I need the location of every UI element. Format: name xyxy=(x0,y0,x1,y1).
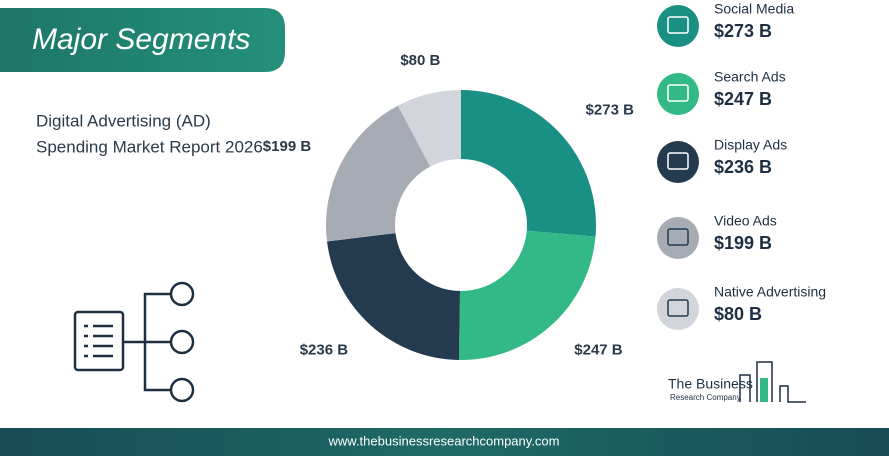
donut-slice xyxy=(397,90,461,167)
data-label: $273 B xyxy=(586,102,635,119)
legend-value: $199 B xyxy=(714,233,772,253)
legend-name: Search Ads xyxy=(714,69,786,85)
donut-slice xyxy=(461,90,596,237)
decor-icon xyxy=(73,281,195,403)
subtitle: Spending Market Report 2026 xyxy=(36,137,263,156)
title-box xyxy=(0,8,285,72)
data-label: $199 B xyxy=(263,138,312,155)
legend-icon xyxy=(657,141,699,183)
legend-icon-glyph xyxy=(667,152,689,170)
subtitle: Digital Advertising (AD) xyxy=(36,111,211,130)
logo: The Business Research Company xyxy=(668,361,806,403)
legend-icon xyxy=(657,217,699,259)
legend-name: Social Media xyxy=(714,1,794,17)
legend-icon xyxy=(657,5,699,47)
footer-bar xyxy=(0,428,889,456)
legend-name: Display Ads xyxy=(714,137,787,153)
legend-icon-glyph xyxy=(667,299,689,317)
legend-value: $273 B xyxy=(714,21,772,41)
legend-value: $247 B xyxy=(714,89,772,109)
legend-icon xyxy=(657,288,699,330)
footer-url: www.thebusinessresearchcompany.com xyxy=(328,433,560,448)
legend-name: Video Ads xyxy=(714,213,777,229)
data-label: $236 B xyxy=(300,342,349,359)
logo-text: Research Company xyxy=(670,393,741,402)
legend-value: $80 B xyxy=(714,304,762,324)
donut-slice xyxy=(458,230,596,361)
legend-icon-glyph xyxy=(667,84,689,102)
legend-value: $236 B xyxy=(714,157,772,177)
donut-slice xyxy=(327,233,460,360)
legend-icon xyxy=(657,73,699,115)
donut-slice xyxy=(326,105,431,242)
title: Major Segments xyxy=(32,23,250,56)
data-label: $80 B xyxy=(400,52,440,69)
legend-icon-glyph xyxy=(667,228,689,246)
data-label: $247 B xyxy=(574,341,623,358)
legend-icon-glyph xyxy=(667,16,689,34)
legend-name: Native Advertising xyxy=(714,284,826,300)
logo-text: The Business xyxy=(668,376,753,392)
